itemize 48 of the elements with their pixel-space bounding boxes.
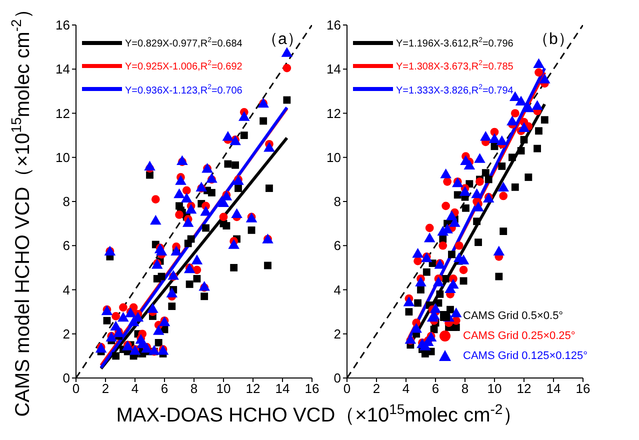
- y-tick-label: 6: [334, 238, 341, 254]
- x-axis-title: MAX-DOAS HCHO VCD（×10$^{15}$molec cm$^{-2}$）: [116, 401, 523, 427]
- y-tick-label: 0: [62, 370, 70, 386]
- y-tick-label: 0: [334, 370, 341, 386]
- y-tick-label: 4: [334, 282, 341, 298]
- legend-label: Y=0.936X-1.123,R$^{2}$=0.706: [125, 84, 242, 96]
- x-tick-label: 4: [131, 381, 139, 396]
- y-tick-label: 12: [326, 106, 341, 121]
- legend-label: Y=0.925X-1.006,R$^{2}$=0.692: [125, 60, 242, 73]
- y-tick-label: 14: [326, 62, 341, 77]
- x-tick-label: 14: [546, 381, 561, 396]
- y-tick-label: 8: [62, 194, 70, 210]
- y-tick-label: 10: [326, 150, 341, 165]
- annotation: （b）: [533, 30, 574, 50]
- y-tick-label: 16: [56, 18, 70, 33]
- x-tick-label: 8: [190, 381, 198, 396]
- legend-label: Y=1.308X-3.673,R$^{2}$=0.785: [396, 60, 514, 73]
- x-tick-label: 6: [432, 381, 440, 396]
- legend-label: CAMS Grid 0.125×0.125°: [463, 349, 588, 364]
- x-tick-label: 10: [216, 381, 231, 396]
- y-tick-label: 16: [326, 18, 341, 33]
- y-tick-label: 12: [56, 106, 70, 121]
- x-tick-label: 16: [576, 381, 590, 396]
- annotation: （a）: [262, 30, 303, 50]
- legend-label: Y=1.196X-3.612,R$^{2}$=0.796: [396, 37, 514, 50]
- x-tick-label: 4: [402, 381, 410, 396]
- x-tick-label: 8: [461, 381, 469, 396]
- x-tick-label: 2: [102, 381, 110, 396]
- x-tick-label: 12: [516, 381, 532, 396]
- y-tick-label: 6: [62, 238, 70, 254]
- x-tick-label: 10: [487, 381, 502, 396]
- y-tick-label: 2: [62, 326, 70, 342]
- legend-label: CAMS Grid 0.5×0.5°: [463, 309, 564, 324]
- x-tick-label: 16: [304, 381, 320, 396]
- x-tick-label: 0: [72, 381, 80, 396]
- y-tick-label: 2: [334, 326, 341, 342]
- legend-label: Y=0.829X-0.977,R$^{2}$=0.684: [125, 37, 242, 50]
- y-tick-label: 10: [56, 150, 70, 165]
- x-tick-label: 6: [160, 381, 168, 396]
- x-tick-label: 0: [343, 381, 351, 396]
- x-tick-label: 2: [372, 381, 380, 396]
- x-tick-label: 14: [275, 381, 290, 396]
- legend-label: Y=1.333X-3.826,R$^{2}$=0.794: [396, 84, 514, 96]
- legend-label: CAMS Grid 0.25×0.25°: [463, 329, 576, 344]
- x-tick-label: 12: [246, 381, 260, 396]
- y-tick-label: 8: [334, 194, 341, 210]
- y-tick-label: 4: [62, 282, 70, 298]
- y-tick-label: 14: [56, 62, 70, 77]
